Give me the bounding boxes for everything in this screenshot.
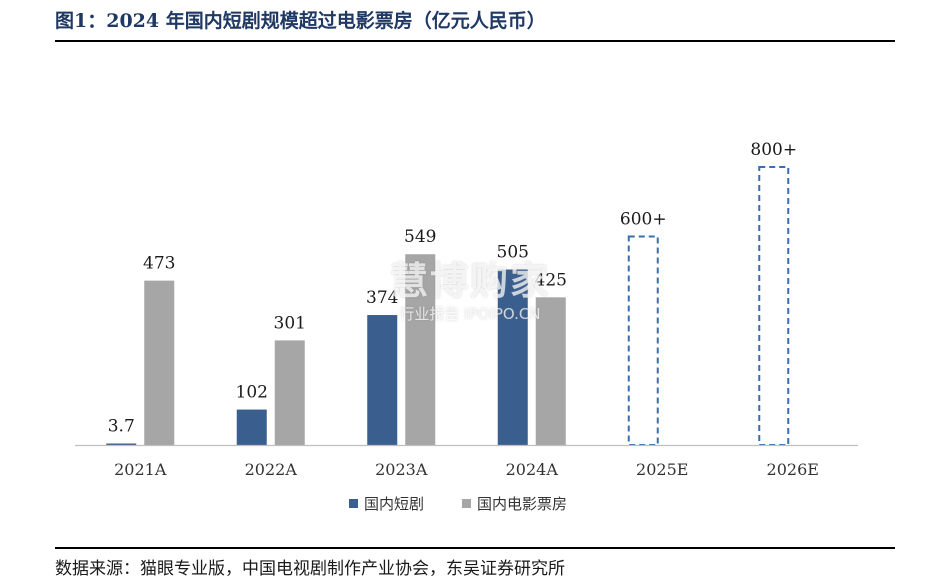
figure-title: 图1：2024 年国内短剧规模超过电影票房（亿元人民币） [55,10,546,32]
x-tick-label: 2022A [245,460,298,479]
bar-box-office [405,254,436,445]
value-label-short-drama: 102 [236,383,268,403]
value-labels-layer: 3.7 473 102 301 374 549 505 425 600+ 800+ [108,140,797,437]
category-ticks-layer: 2021A 2022A 2023A 2024A 2025E 2026E [114,460,819,479]
legend-swatch [462,499,471,508]
value-label-box-office: 549 [404,227,436,247]
bar-short-drama [367,315,398,445]
bar-box-office [274,340,305,445]
bars-layer [106,166,790,446]
data-source: 数据来源：猫眼专业版，中国电视剧制作产业协会，东吴证券研究所 [55,559,565,579]
value-label-box-office: 301 [274,313,306,333]
value-label-short-drama: 374 [366,288,398,308]
value-label-short-drama: 600+ [620,210,667,230]
bar-short-drama [497,269,528,445]
value-label-short-drama: 800+ [750,140,797,160]
x-tick-label: 2023A [375,460,428,479]
bar-box-office [535,297,566,445]
bar-short-drama [236,409,267,445]
bar-short-drama [106,443,137,445]
x-tick-label: 2024A [506,460,559,479]
x-tick-label: 2021A [114,460,167,479]
legend-label: 国内短剧 [364,495,424,513]
title-divider [55,40,895,42]
value-label-short-drama: 505 [497,243,529,263]
bar-short-drama-estimate [627,235,659,446]
legend: 国内短剧 国内电影票房 [349,495,567,513]
legend-swatch [349,499,358,508]
legend-label: 国内电影票房 [477,495,567,513]
value-label-box-office: 425 [535,270,567,290]
x-tick-label: 2025E [636,460,688,479]
bar-short-drama-estimate [758,166,790,446]
x-tick-label: 2026E [767,460,819,479]
value-label-short-drama: 3.7 [108,417,135,437]
bar-box-office [144,280,175,445]
source-divider [55,547,895,549]
value-label-box-office: 473 [143,254,175,274]
